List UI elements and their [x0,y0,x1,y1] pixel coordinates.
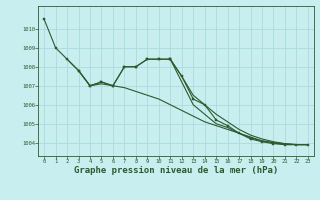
X-axis label: Graphe pression niveau de la mer (hPa): Graphe pression niveau de la mer (hPa) [74,166,278,175]
